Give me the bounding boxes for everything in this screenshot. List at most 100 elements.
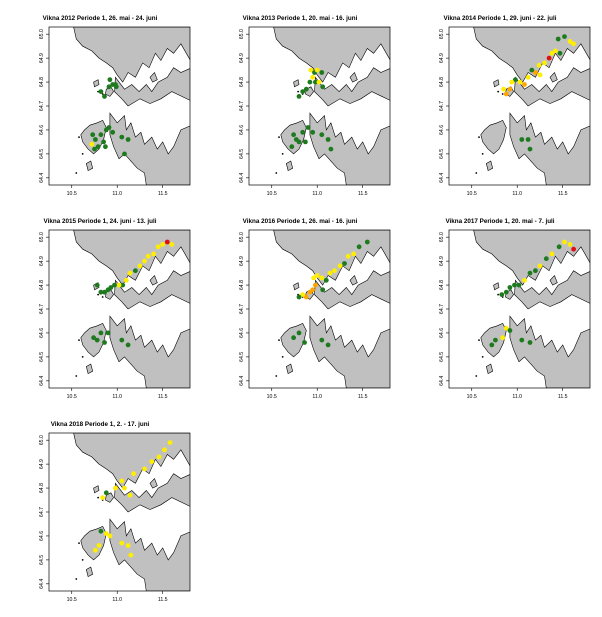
y-tick-label: 64.9 [239,256,245,266]
station-point [119,134,125,140]
y-tick-label: 65.0 [39,435,45,445]
y-tick-label: 64.6 [39,125,45,135]
station-point [106,125,112,130]
station-point [307,289,313,295]
x-tick-label: 10.5 [67,394,77,400]
station-point [89,141,95,147]
x-tick-label: 10.5 [267,191,277,197]
land-layer [73,27,190,185]
y-tick-label: 65.0 [39,29,45,39]
station-point [342,261,347,266]
land-polygon [309,315,390,388]
panel-title: Vikna 2014 Periode 1, 29. juni - 22. jul… [443,15,557,22]
land-polygon [93,79,100,88]
land-polygon [149,274,158,286]
y-tick-label: 64.6 [439,125,445,135]
station-point [300,292,306,297]
station-point [529,67,535,73]
panel-title: Vikna 2017 Periode 1, 20. mai - 7. juli [445,218,555,225]
station-point [313,282,318,288]
islet-mark [75,172,78,174]
land-polygon [73,27,190,83]
y-tick-label: 65.0 [439,232,445,242]
land-polygon [485,160,494,172]
panel-title: Vikna 2013 Periode 1, 20. mai - 16. juni [242,15,358,22]
x-tick-label: 11.5 [358,191,368,197]
land-polygon [514,67,590,107]
y-tick-label: 65.0 [39,232,45,242]
station-point [103,144,108,150]
land-polygon [485,363,494,375]
land-polygon [473,230,590,286]
station-point [167,440,173,445]
y-tick-label: 64.4 [39,579,45,589]
station-point [137,263,143,269]
station-point [96,543,102,548]
land-polygon [549,71,558,83]
station-point [310,74,316,80]
islet-mark [75,578,78,580]
y-tick-label: 64.6 [439,328,445,338]
station-point [522,82,527,87]
station-point [125,543,131,548]
islet-mark [478,339,480,342]
station-point [92,146,97,152]
station-point [162,447,167,453]
x-tick-label: 11.0 [112,394,122,400]
station-point [127,270,133,276]
station-point [156,454,162,460]
station-point [527,270,533,276]
panel-title: Vikna 2018 Periode 1, 2. - 17. juni [50,421,150,428]
station-point [151,251,157,257]
station-point [93,547,98,553]
station-point [519,337,525,343]
station-point [303,86,309,92]
x-tick-label: 10.5 [267,394,277,400]
station-point [122,485,127,491]
station-point [101,139,106,145]
station-point [93,137,98,142]
land-polygon [349,71,358,83]
y-tick-label: 64.4 [439,173,445,183]
panel-title: Vikna 2015 Periode 1, 24. juni - 13. jul… [43,218,157,225]
x-tick-label: 11.5 [358,394,368,400]
map-plot: 10.5 11.0 11.5 64.4 64.5 64.6 64.7 64.8 64.9 65.0 [39,229,191,400]
station-point [102,340,107,345]
station-point [493,337,498,343]
station-point [525,74,531,80]
x-tick-label: 11.0 [312,191,322,197]
station-point [546,55,552,61]
station-point [319,275,325,281]
station-point [142,258,147,264]
station-point [98,132,104,138]
station-point [537,263,543,269]
map-plot: 10.5 11.0 11.5 64.4 64.5 64.6 64.7 64.8 64.9 65.0 [239,229,391,400]
islet-mark [81,152,84,155]
land-polygon [85,160,94,172]
station-point [314,67,320,73]
land-polygon [549,274,558,286]
land-polygon [85,363,94,375]
station-point [155,244,161,250]
station-point [325,137,331,142]
station-point [503,91,509,97]
y-tick-label: 64.7 [39,507,45,517]
y-tick-label: 64.9 [439,53,445,63]
station-point [332,268,337,274]
station-point [102,289,107,295]
station-point [323,277,329,283]
islet-mark [281,355,284,358]
land-polygon [314,67,390,107]
y-tick-label: 65.0 [239,232,245,242]
station-point [164,239,170,245]
station-point [549,251,555,257]
x-tick-label: 11.5 [558,394,568,400]
station-point [303,294,309,300]
land-polygon [514,270,590,310]
station-point [501,86,506,92]
station-point [500,335,506,341]
land-polygon [493,282,500,291]
y-tick-label: 64.6 [39,531,45,541]
y-tick-label: 64.8 [439,77,445,87]
land-layer [73,433,190,591]
